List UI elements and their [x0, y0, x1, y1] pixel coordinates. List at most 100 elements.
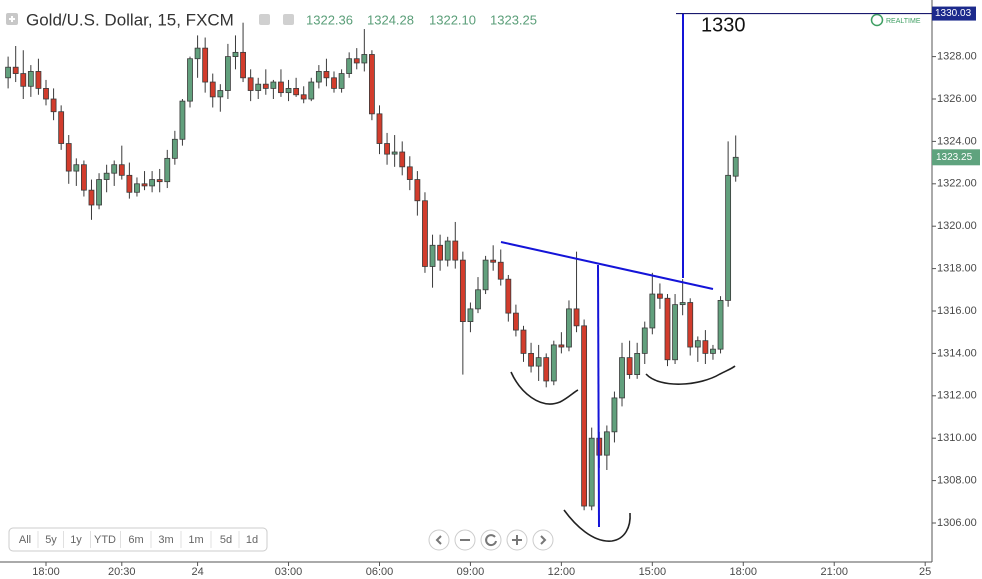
candle-body — [710, 348, 716, 354]
candle-body — [262, 83, 269, 89]
candle-body — [308, 81, 315, 100]
ohlc-open: 1322.36 — [306, 12, 353, 27]
candle-body — [88, 189, 95, 206]
candle-body — [278, 81, 284, 94]
candle-body — [156, 179, 163, 183]
symbol-title: Gold/U.S. Dollar, 15, FXCM — [26, 10, 234, 29]
head-curve — [563, 509, 631, 542]
candle-body — [255, 83, 262, 91]
candle-body — [505, 278, 512, 314]
candle-body — [126, 174, 133, 193]
candle-body — [588, 437, 595, 507]
candle-body — [543, 357, 550, 382]
x-tick-label: 06:00 — [366, 566, 394, 578]
candle-body — [566, 308, 572, 348]
candle-body — [346, 58, 353, 74]
candle-body — [467, 308, 474, 322]
target-price-label: 1330.03 — [935, 8, 972, 19]
candle-body — [732, 156, 739, 177]
range-button[interactable]: 6m — [128, 534, 143, 546]
plot — [5, 22, 739, 511]
candle-body — [528, 352, 534, 367]
x-tick-label: 12:00 — [548, 566, 576, 578]
ohlc-low: 1322.10 — [429, 12, 476, 27]
candle-body — [285, 88, 292, 94]
candle-body — [611, 397, 618, 433]
candle-body — [497, 261, 504, 280]
candle-body — [664, 297, 671, 361]
candle-body — [482, 259, 489, 291]
candle-body — [619, 357, 625, 399]
candle-body — [164, 157, 171, 183]
y-tick-label: 1328.00 — [937, 51, 977, 63]
x-tick-label: 03:00 — [275, 566, 303, 578]
scroll-left[interactable] — [428, 529, 450, 551]
candle-body — [232, 51, 239, 58]
candle-body — [209, 81, 216, 98]
candle-body — [43, 88, 49, 100]
candle-body — [520, 329, 527, 354]
candle-body — [422, 200, 428, 267]
range-button[interactable]: 1m — [188, 534, 203, 546]
candle-body — [65, 143, 72, 172]
candle-body — [452, 240, 459, 261]
settings-icon[interactable] — [283, 14, 294, 25]
target-price-box — [932, 6, 976, 21]
candle-body — [634, 352, 641, 375]
candle-body — [649, 293, 656, 329]
last-price-label: 1323.25 — [936, 152, 973, 163]
candle-body — [293, 88, 300, 96]
candle-body — [202, 47, 209, 83]
candle-body — [641, 327, 648, 354]
candle-body — [217, 90, 224, 98]
y-tick-label: 1308.00 — [937, 475, 977, 487]
candle-body — [459, 259, 466, 322]
candle-body — [361, 54, 368, 64]
scroll-right[interactable] — [532, 529, 554, 551]
eye-icon[interactable] — [259, 14, 270, 25]
candle-body — [535, 357, 542, 367]
candle-body — [376, 113, 383, 144]
range-button[interactable]: 3m — [158, 534, 173, 546]
candle-body — [406, 166, 413, 180]
candle-body — [369, 54, 375, 115]
last-price-box — [932, 149, 980, 166]
candle-body — [672, 304, 678, 361]
candle-body — [694, 340, 701, 348]
range-button[interactable]: 1y — [70, 534, 82, 546]
candle-body — [323, 71, 330, 79]
x-tick-label: 18:00 — [32, 566, 60, 578]
candle-body — [96, 179, 102, 206]
y-tick-label: 1316.00 — [937, 305, 977, 317]
right-shoulder-curve — [645, 365, 736, 385]
plus-icon — [9, 16, 15, 22]
candle-body — [35, 71, 42, 89]
candle-body — [429, 244, 436, 267]
range-button[interactable]: YTD — [94, 534, 116, 546]
candle-body — [73, 164, 80, 172]
candle-body — [171, 138, 178, 159]
annotation-text: 1330 — [701, 14, 746, 36]
left-shoulder-curve — [510, 371, 579, 405]
y-tick-label: 1318.00 — [937, 263, 977, 275]
candle-body — [437, 244, 444, 261]
range-button[interactable]: 5d — [220, 534, 232, 546]
y-tick-label: 1314.00 — [937, 347, 977, 359]
candle-body — [118, 164, 125, 176]
candle-body — [657, 293, 663, 299]
candle-body — [687, 302, 694, 348]
candle-body — [331, 77, 337, 89]
candle-body — [270, 81, 277, 89]
candle-body — [27, 71, 34, 87]
range-button[interactable]: 5y — [45, 534, 57, 546]
glyph-plus — [512, 535, 522, 545]
reset[interactable] — [480, 529, 502, 551]
candle-body — [187, 58, 193, 102]
candle-body — [194, 47, 201, 60]
candle-body — [384, 143, 390, 155]
candle-body — [247, 77, 254, 91]
candle-body — [717, 299, 724, 350]
candle-body — [141, 183, 148, 187]
range-button[interactable]: All — [19, 534, 31, 546]
range-button[interactable]: 1d — [246, 534, 258, 546]
